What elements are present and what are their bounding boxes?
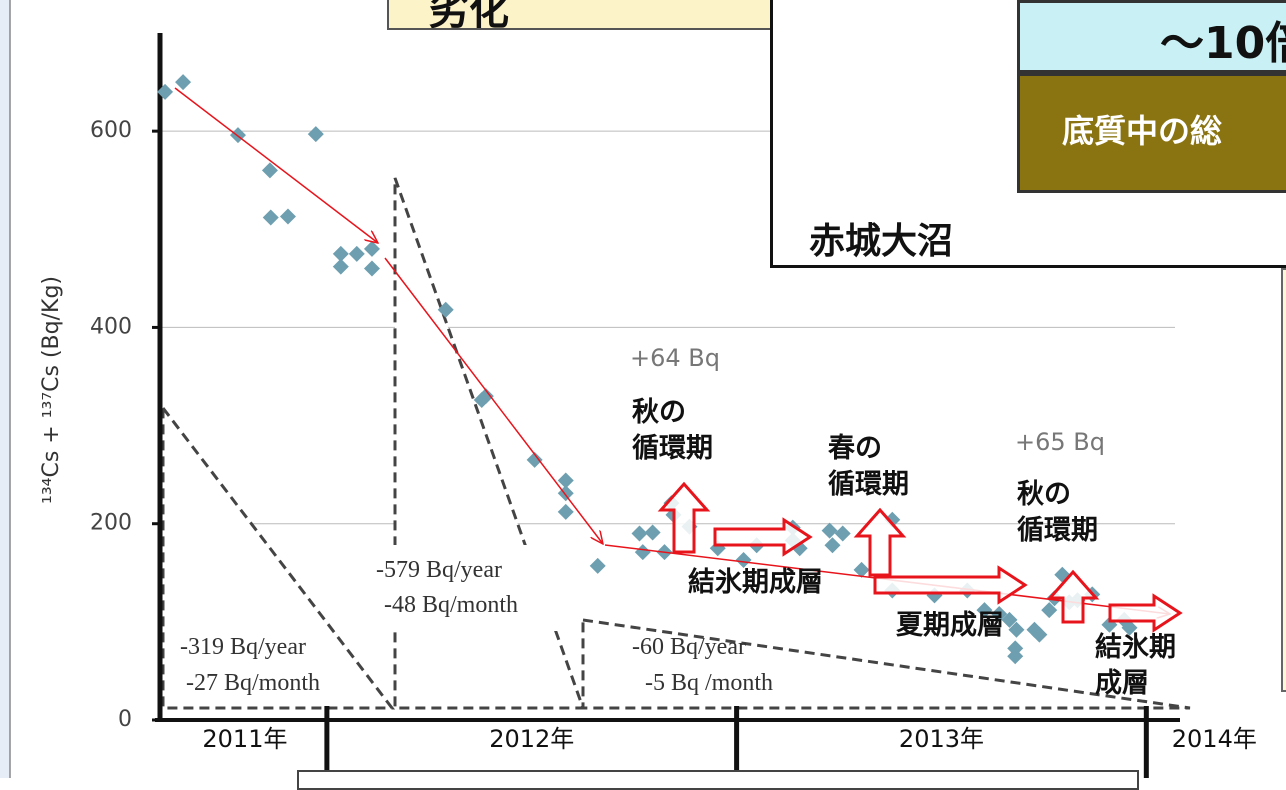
annotation: 秋の 循環期 [632,397,713,464]
axes: 0 200 400 600 2011年 2012年 2013年 2014年 [90,33,1257,778]
x-tick-label: 2013年 [899,725,984,753]
band-top: 〜10倍 [1017,0,1286,73]
right-arrow [713,517,813,557]
x-tick-label: 2012年 [489,725,574,753]
x-tick-label: 2011年 [202,725,287,753]
point [307,126,324,143]
point [348,245,365,262]
up-arrow [657,481,711,554]
top-box-text: 劣化 [429,0,509,30]
point [1121,619,1138,636]
annotation: +65 Bq [1015,428,1105,456]
lake-box: 〜10倍 底質中の総 赤城大沼 [770,0,1286,268]
annotation: -319 Bq/year [180,634,306,660]
point [1041,602,1058,619]
bottom-box [297,770,1139,790]
y-tick-label: 400 [90,314,132,339]
point [1031,626,1048,643]
annotation: -60 Bq/year [632,634,746,660]
annotation: 結氷期成層 [688,567,823,598]
annotation: 春の 循環期 [828,433,909,500]
triangle [161,403,396,710]
annotation: -579 Bq/year [376,557,502,583]
trend-line [384,257,603,544]
point [735,552,752,569]
point [279,208,296,225]
point [332,245,349,262]
point [631,525,648,542]
point [589,557,606,574]
point [157,83,174,100]
point [261,162,278,179]
up-arrow [853,507,907,577]
point [976,602,993,619]
point [853,561,870,578]
up-arrow [1046,569,1100,624]
point [644,524,661,541]
side-panel [1281,268,1286,692]
point [363,240,380,257]
annotation: 結氷期 成層 [1095,632,1176,699]
annotation: 秋の 循環期 [1017,479,1098,546]
point [991,606,1008,623]
y-tick-label: 200 [90,511,132,536]
band-bottom: 底質中の総 [1017,73,1286,193]
trend-line [174,87,378,243]
y-tick-label: 0 [118,707,132,732]
point [834,525,851,542]
point [363,260,380,277]
point [332,258,349,275]
annotation: -5 Bq /month [645,670,774,696]
annotation: -48 Bq/month [384,592,519,618]
point [634,544,651,561]
point [526,451,543,468]
point [477,388,494,405]
point [175,74,192,91]
point [557,472,574,489]
band-bottom-text: 底質中の総 [1062,112,1223,150]
band-top-text: 〜10倍 [1160,18,1286,69]
y-axis-label: ¹³⁴Cs + ¹³⁷Cs (Bq/Kg) [39,276,64,504]
annotation: +64 Bq [630,344,720,372]
top-box: 劣化 [387,0,795,30]
point [1007,648,1024,665]
left-margin [0,0,10,778]
triangle [581,618,1191,710]
point [1001,611,1018,628]
point [1008,621,1025,638]
point [824,537,841,554]
right-arrow [1108,593,1183,633]
point [262,209,279,226]
point [557,503,574,520]
label-box [362,545,560,631]
point [437,301,454,318]
block-arrows [657,481,1183,633]
y-tick-label: 600 [90,118,132,143]
point [821,522,838,539]
annotation: -27 Bq/month [186,670,321,696]
annotation: 夏期成層 [896,610,1004,641]
x-tick-label: 2014年 [1172,725,1257,753]
right-arrow [873,565,1028,605]
lake-name: 赤城大沼 [809,221,954,262]
